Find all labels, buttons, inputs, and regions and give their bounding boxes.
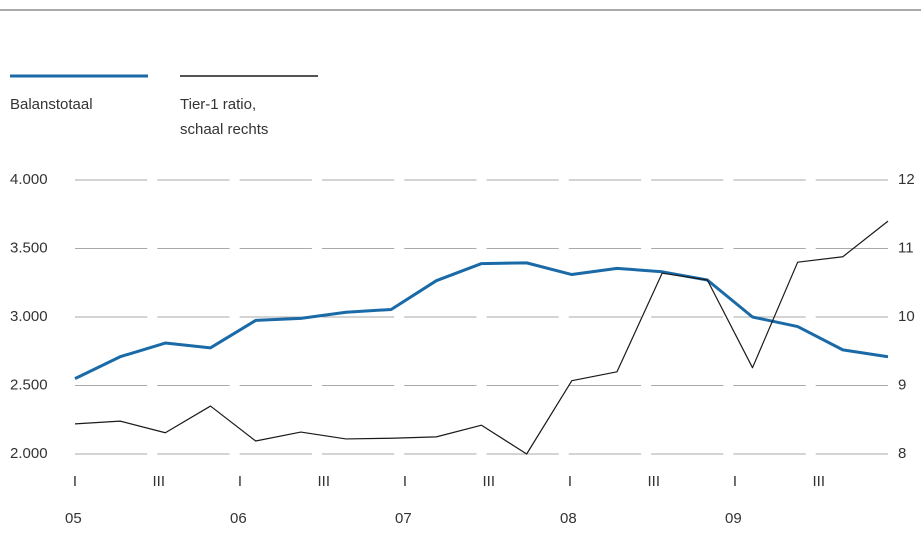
y2-tick-label: 9 [898,376,906,393]
year-label: 07 [395,510,412,527]
x-tick-label: III [318,473,331,490]
series-line [74,261,889,380]
y-tick-label: 4.000 [10,171,48,188]
y2-tick-label: 12 [898,171,915,188]
x-tick-label: III [648,473,661,490]
y-tick-label: 3.500 [10,239,48,256]
x-tick-label: I [403,473,407,490]
y2-tick-label: 10 [898,308,915,325]
x-tick-label: I [568,473,572,490]
legend-label: Balanstotaal [10,96,93,113]
x-tick-label: III [483,473,496,490]
y2-tick-label: 8 [898,445,906,462]
x-tick-label: III [153,473,166,490]
x-tick-label: I [73,473,77,490]
year-label: 08 [560,510,577,527]
y2-tick-label: 11 [898,239,914,256]
x-tick-label: I [733,473,737,490]
x-tick-label: III [813,473,826,490]
y-tick-label: 3.000 [10,308,48,325]
y-tick-label: 2.000 [10,445,48,462]
x-tick-label: I [238,473,242,490]
year-label: 09 [725,510,742,527]
legend-label: Tier-1 ratio, schaal rechts [180,96,268,138]
y-tick-label: 2.500 [10,376,48,393]
year-label: 06 [230,510,247,527]
series-line [74,220,889,455]
year-label: 05 [65,510,82,527]
